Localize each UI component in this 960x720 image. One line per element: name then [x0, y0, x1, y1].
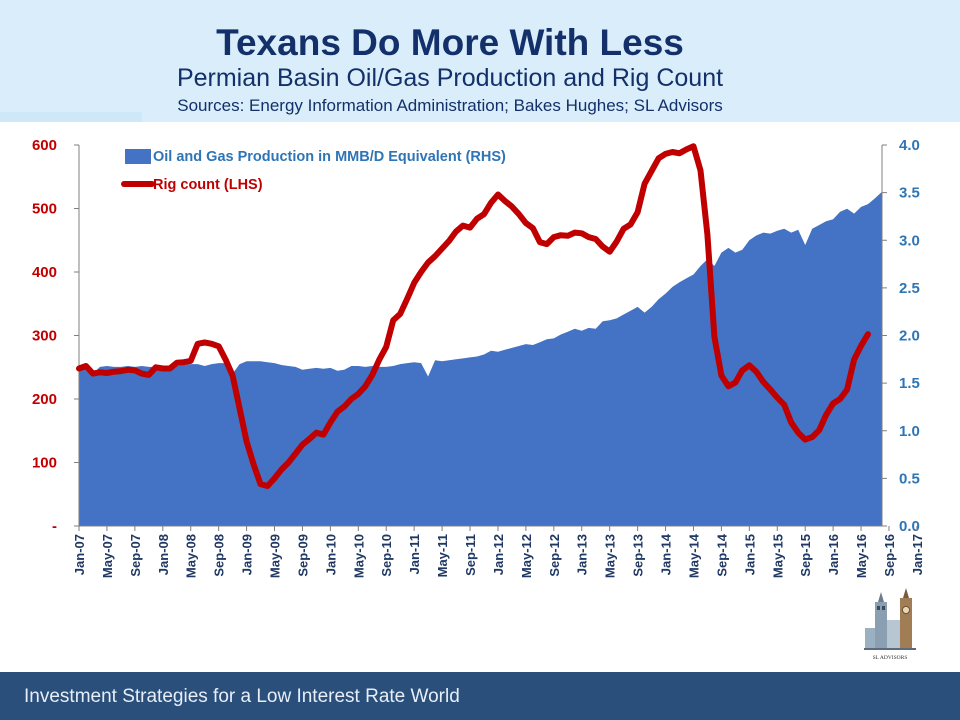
x-axis-tick-label: Jan-10 [323, 534, 338, 575]
left-axis-tick-label: 600 [32, 137, 57, 154]
production-area [79, 191, 882, 526]
chart: - 100 200 300 400 500 600 0.0 0.5 1.0 1.5 2.0 2.5 3.0… [32, 137, 925, 578]
x-axis-tick-label: Sep-12 [547, 534, 562, 577]
x-axis-tick-label: Jan-16 [826, 534, 841, 575]
legend-swatch-production [125, 149, 151, 164]
logo-text: SL ADVISORS [873, 655, 908, 661]
x-axis-tick-label: Sep-13 [631, 534, 646, 577]
x-axis-tick-label: May-16 [854, 534, 869, 578]
header-band [0, 0, 960, 122]
legend-label-production: Oil and Gas Production in MMB/D Equivale… [153, 149, 506, 165]
chart-sources: Sources: Energy Information Administrati… [177, 96, 723, 115]
x-axis-tick-label: May-08 [184, 534, 199, 578]
x-axis-tick-label: May-15 [770, 534, 785, 578]
x-axis-tick-label: Jan-13 [575, 534, 590, 575]
left-axis-tick-label: 400 [32, 264, 57, 281]
x-axis-tick-label: May-13 [603, 534, 618, 578]
x-axis-tick-label: Jan-11 [407, 534, 422, 574]
right-axis-tick-label: 0.0 [899, 518, 920, 535]
x-axis-tick-label: Sep-10 [379, 534, 394, 577]
x-axis-tick-label: Sep-09 [295, 534, 310, 577]
right-axis-tick-label: 1.5 [899, 375, 920, 392]
footer-text: Investment Strategies for a Low Interest… [24, 686, 460, 707]
x-axis-tick-label: May-12 [519, 534, 534, 578]
x-axis-tick-label: Jan-08 [156, 534, 171, 575]
left-axis-tick-label: - [52, 518, 57, 535]
right-axis-tick-label: 4.0 [899, 137, 920, 154]
right-axis-tick-label: 2.5 [899, 280, 920, 297]
right-axis-tick-label: 3.5 [899, 185, 920, 202]
footer-bar: Investment Strategies for a Low Interest… [0, 672, 960, 720]
x-axis-tick-label: Sep-15 [798, 534, 813, 577]
x-axis-tick-label: Sep-11 [463, 534, 478, 576]
chart-subtitle: Permian Basin Oil/Gas Production and Rig… [176, 64, 724, 92]
right-axis-tick-label: 2.0 [899, 328, 920, 345]
legend-label-rigs: Rig count (LHS) [153, 177, 263, 193]
x-axis-tick-label: Jan-09 [240, 534, 255, 575]
header-tab [0, 112, 142, 122]
left-axis-tick-label: 200 [32, 391, 57, 408]
building-icon [864, 588, 916, 650]
x-axis-tick-label: May-07 [100, 534, 115, 578]
left-axis-tick-label: 500 [32, 201, 57, 218]
x-axis-tick-label: Jan-12 [491, 534, 506, 575]
left-axis-tick-label: 100 [32, 455, 57, 472]
x-axis-tick-label: Jan-14 [659, 533, 674, 575]
x-axis-tick-label: Sep-08 [212, 534, 227, 577]
right-axis-tick-label: 3.0 [899, 232, 920, 249]
left-axis-tick-label: 300 [32, 328, 57, 345]
right-axis-tick-label: 1.0 [899, 423, 920, 440]
x-axis-tick-label: Jan-07 [72, 534, 87, 575]
x-axis-tick-label: May-11 [435, 534, 450, 577]
chart-title: Texans Do More With Less [216, 22, 684, 63]
right-axis-tick-label: 0.5 [899, 470, 920, 487]
rig-count-line [76, 143, 871, 489]
x-axis-tick-label: Sep-07 [128, 534, 143, 577]
x-axis-tick-label: May-14 [686, 533, 701, 578]
x-axis-tick-label: Sep-16 [882, 534, 897, 577]
x-axis-tick-label: May-09 [268, 534, 283, 578]
x-axis-tick-label: May-10 [351, 534, 366, 578]
x-axis-tick-label: Sep-14 [714, 533, 729, 576]
x-axis-tick-label: Jan-15 [742, 534, 757, 575]
x-axis-tick-label: Jan-17 [910, 534, 925, 575]
sl-advisors-logo: SL ADVISORS [860, 588, 920, 662]
